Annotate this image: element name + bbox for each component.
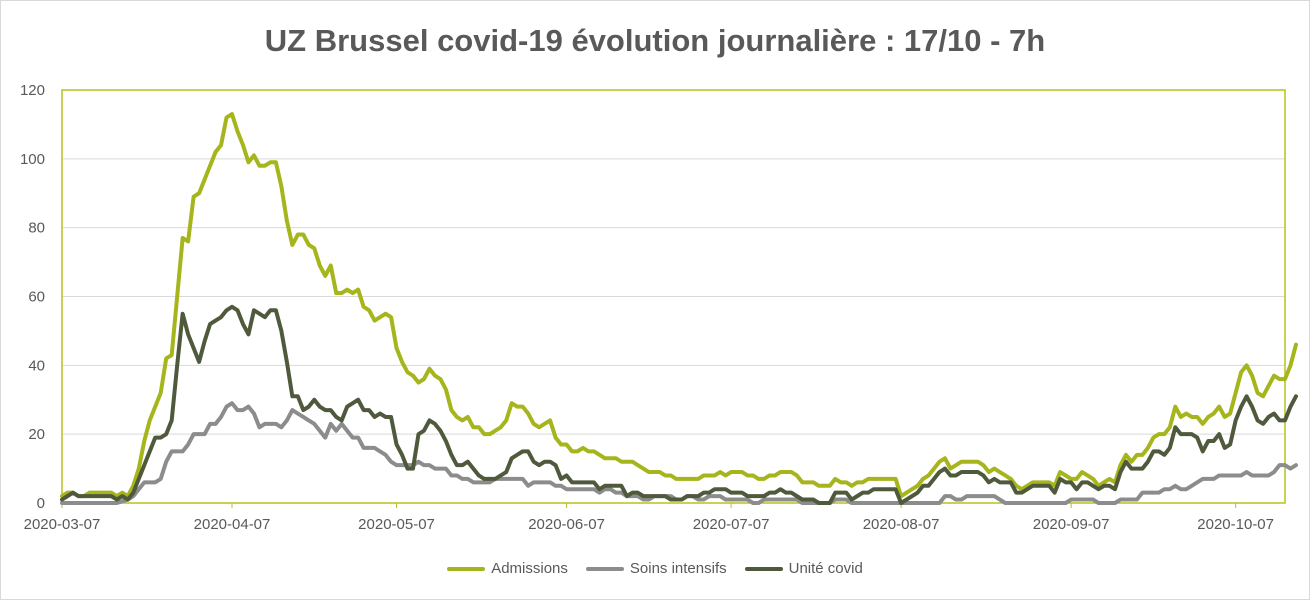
x-tick-label: 2020-08-07 (863, 516, 940, 533)
series-lines (60, 112, 1298, 505)
y-tick-label: 80 (28, 220, 45, 237)
legend-swatch (447, 566, 486, 571)
x-tick-label: 2020-07-07 (693, 516, 770, 533)
legend-item: Soins intensifs (585, 560, 727, 577)
legend-label: Admissions (491, 560, 568, 577)
series-line-admissions (60, 112, 1298, 499)
legend-swatch (744, 566, 783, 571)
y-axis-ticks: 0 20 40 60 80 100 120 (20, 82, 45, 512)
legend-item: Unité covid (744, 560, 863, 577)
x-tick-label: 2020-05-07 (358, 516, 435, 533)
chart-title: UZ Brussel covid-19 évolution journalièr… (264, 23, 1046, 58)
x-tick-label: 2020-10-07 (1197, 516, 1274, 533)
y-tick-label: 100 (20, 151, 45, 168)
y-tick-label: 120 (20, 82, 45, 99)
legend-item: Admissions (447, 560, 568, 577)
x-tick-label: 2020-06-07 (528, 516, 605, 533)
series-line-unit-covid (60, 304, 1298, 505)
y-tick-label: 0 (37, 495, 45, 512)
legend: Admissions Soins intensifs Unité covid (1, 560, 1309, 577)
legend-label: Soins intensifs (629, 560, 727, 577)
x-tick-label: 2020-03-07 (24, 516, 101, 533)
y-tick-label: 40 (28, 357, 45, 374)
legend-swatch (585, 566, 624, 571)
y-tick-label: 60 (28, 289, 45, 306)
plot-area-border (61, 89, 1286, 504)
x-tick-label: 2020-04-07 (194, 516, 271, 533)
legend-label: Unité covid (788, 560, 863, 577)
x-axis-ticks: 2020-03-07 2020-04-07 2020-05-07 2020-06-07… (24, 503, 1274, 533)
x-tick-label: 2020-09-07 (1033, 516, 1110, 533)
gridlines (62, 158, 1285, 435)
y-tick-label: 20 (28, 426, 45, 443)
